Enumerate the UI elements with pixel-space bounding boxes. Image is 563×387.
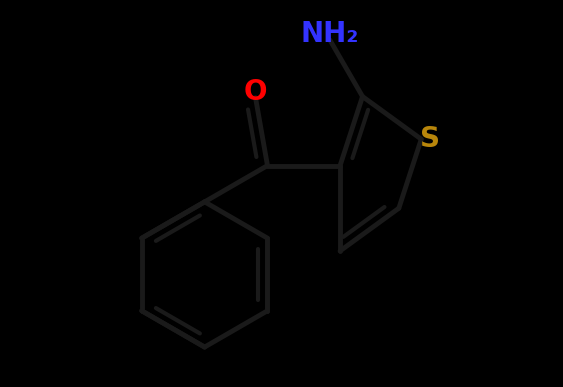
Text: O: O: [244, 78, 267, 106]
Text: S: S: [420, 125, 440, 153]
Text: NH₂: NH₂: [301, 20, 359, 48]
